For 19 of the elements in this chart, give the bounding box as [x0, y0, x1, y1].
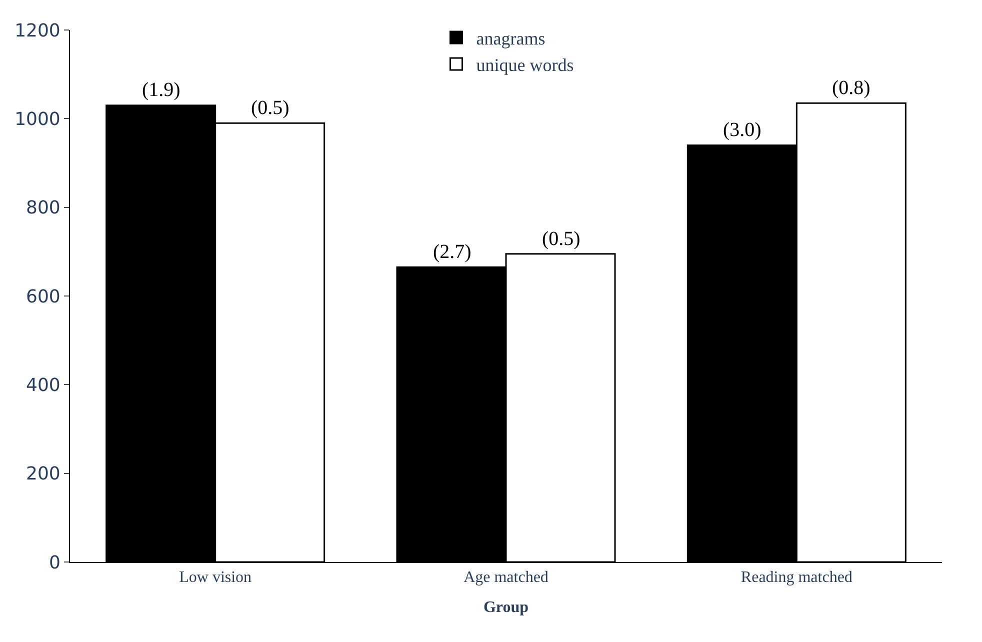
x-tick-label: Low vision: [179, 569, 252, 586]
x-tick-label: Reading matched: [740, 569, 852, 586]
y-tick-label: 1200: [14, 20, 60, 42]
annotation: (3.0): [723, 119, 762, 141]
y-tick-label: 200: [26, 464, 60, 485]
y-tick-label: 0: [48, 552, 60, 574]
y-tick-label: 400: [26, 374, 60, 396]
annotation: (0.5): [542, 228, 580, 250]
y-tick-label: 1000: [14, 108, 60, 130]
annotation: (2.7): [433, 241, 472, 263]
annotation: (0.8): [832, 77, 870, 99]
x-axis-title: Group: [483, 598, 529, 616]
y-tick-label: 600: [26, 286, 60, 308]
annotation: (1.9): [142, 79, 180, 101]
annotation: (0.5): [251, 97, 290, 119]
x-tick-label: Age matched: [464, 569, 548, 586]
legend-label: unique words: [476, 54, 574, 75]
legend-label: anagrams: [476, 28, 546, 49]
y-tick-label: 800: [26, 198, 60, 219]
